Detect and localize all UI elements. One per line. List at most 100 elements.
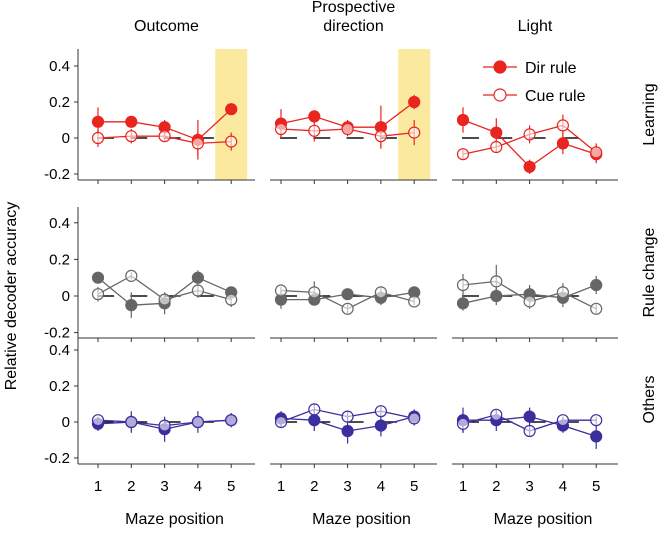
x-tick-label: 3 — [343, 478, 351, 495]
cue-rule-point — [556, 286, 570, 299]
cue-rule-point — [490, 140, 503, 154]
cue-rule-point — [191, 415, 204, 429]
dir-rule-point — [308, 414, 321, 427]
column-title: Prospective — [312, 0, 396, 16]
legend-label: Cue rule — [525, 88, 586, 105]
x-tick-label: 3 — [525, 478, 533, 495]
cue-rule-point — [91, 131, 105, 145]
dir-rule-point — [490, 126, 503, 139]
cue-rule-point — [556, 414, 570, 427]
y-tick-label: 0 — [62, 414, 70, 431]
cue-rule-point — [523, 295, 536, 308]
column-title: Outcome — [134, 18, 199, 35]
x-axis-label: Maze position — [494, 511, 593, 528]
x-tick-label: 5 — [592, 478, 600, 495]
cue-rule-point — [225, 135, 238, 148]
x-tick-label: 4 — [194, 478, 202, 495]
cue-rule-point — [274, 122, 288, 136]
dir-rule-point — [456, 113, 470, 127]
cue-rule-point — [590, 146, 603, 159]
legend-filled-marker — [493, 60, 507, 74]
cue-rule-point — [590, 302, 603, 315]
cue-rule-point — [191, 284, 204, 297]
dir-rule-point — [91, 271, 105, 284]
y-tick-label: 0.2 — [49, 94, 70, 111]
cue-rule-point — [308, 124, 321, 137]
column-title: Light — [518, 18, 553, 35]
dir-rule-point — [125, 115, 138, 128]
dir-rule-point — [456, 297, 470, 310]
cue-rule-point — [456, 278, 470, 292]
cue-rule-point — [456, 417, 470, 430]
cue-rule-point — [341, 410, 354, 423]
y-tick-label: 0 — [62, 288, 70, 305]
x-tick-label: 5 — [227, 478, 235, 495]
y-tick-label: 0.4 — [49, 215, 70, 232]
legend-label: Dir rule — [525, 60, 577, 77]
dir-rule-point — [523, 410, 536, 423]
cue-rule-point — [125, 415, 138, 429]
x-tick-label: 2 — [127, 478, 135, 495]
dir-rule-point — [523, 160, 536, 173]
y-tick-label: 0.4 — [49, 342, 70, 359]
cue-rule-point — [225, 293, 238, 306]
x-tick-label: 1 — [459, 478, 467, 495]
y-tick-label: 0.4 — [49, 58, 70, 75]
cue-rule-point — [408, 126, 421, 139]
cue-rule-point — [191, 137, 204, 150]
cue-rule-point — [308, 403, 321, 416]
x-tick-label: 1 — [94, 478, 102, 495]
dir-rule-point — [374, 419, 387, 432]
row-label: Others — [641, 375, 658, 423]
cue-rule-point — [341, 302, 354, 315]
cue-rule-point — [590, 414, 603, 427]
x-tick-label: 4 — [559, 478, 567, 495]
cue-rule-point — [274, 415, 288, 429]
cue-rule-point — [308, 286, 321, 299]
dir-rule-point — [125, 299, 138, 312]
highlight-band — [398, 49, 431, 180]
x-tick-label: 5 — [410, 478, 418, 495]
dir-rule-point — [341, 424, 354, 438]
cue-rule-point — [456, 148, 470, 161]
y-tick-label: 0.2 — [49, 378, 70, 395]
y-tick-label: 0 — [62, 130, 70, 147]
x-tick-label: 2 — [310, 478, 318, 495]
cue-rule-point — [158, 130, 171, 143]
cue-rule-point — [158, 419, 171, 432]
cue-rule-point — [523, 128, 536, 141]
x-axis-label: Maze position — [312, 511, 411, 528]
dir-rule-point — [408, 95, 421, 109]
y-tick-label: -0.2 — [44, 325, 70, 342]
row-label: Learning — [641, 83, 658, 145]
x-tick-label: 3 — [160, 478, 168, 495]
cue-rule-point — [408, 412, 421, 425]
y-tick-label: 0.2 — [49, 251, 70, 268]
x-tick-label: 4 — [377, 478, 385, 495]
y-tick-label: -0.2 — [44, 166, 70, 183]
cue-rule-point — [374, 405, 387, 418]
dir-rule-point — [556, 137, 570, 150]
cue-rule-point — [91, 414, 105, 427]
dir-rule-point — [341, 288, 354, 301]
row-label: Rule change — [641, 227, 658, 317]
cue-rule-point — [341, 122, 354, 136]
cue-rule-point — [91, 288, 105, 301]
y-axis-label: Relative decoder accuracy — [3, 202, 20, 391]
legend-open-marker — [493, 88, 507, 102]
cue-rule-point — [408, 295, 421, 308]
cue-rule-point — [374, 130, 387, 143]
dir-rule-point — [590, 430, 603, 443]
cue-rule-point — [158, 293, 171, 306]
cue-rule-point — [523, 424, 536, 438]
cue-rule-point — [125, 269, 138, 282]
cue-rule-point — [125, 130, 138, 143]
cue-rule-point — [556, 119, 570, 132]
dir-rule-point — [191, 271, 204, 284]
dir-rule-point — [91, 115, 105, 128]
y-tick-label: -0.2 — [44, 450, 70, 467]
cue-rule-point — [274, 284, 288, 297]
cue-rule-point — [374, 286, 387, 299]
x-tick-label: 2 — [492, 478, 500, 495]
